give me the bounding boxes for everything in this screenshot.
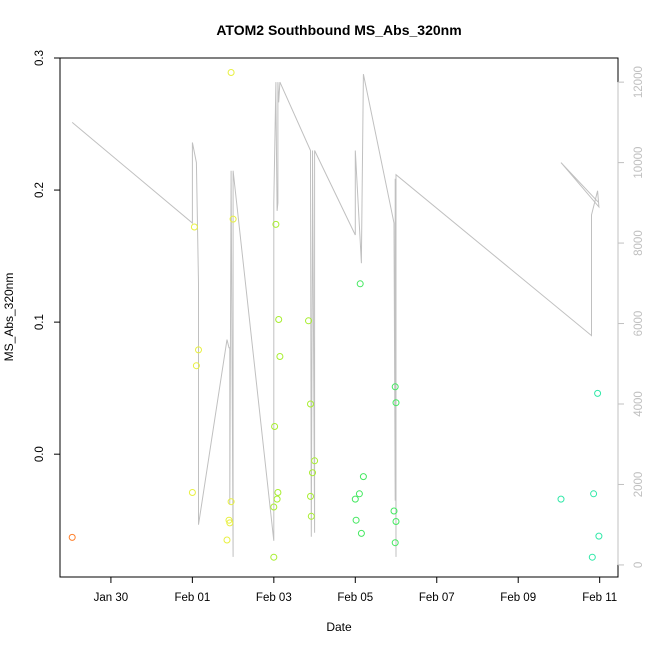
x-tick-label: Feb 05 <box>337 592 373 604</box>
x-tick-label: Feb 11 <box>582 592 617 604</box>
x-axis: Jan 30 Feb 01 Feb 03 Feb 05 Feb 07 Feb 09 Feb … <box>94 577 617 604</box>
data-point <box>390 507 398 515</box>
y-axis: 0.0 0.1 0.2 0.3 <box>34 50 60 462</box>
data-point <box>192 362 200 370</box>
data-point <box>590 490 598 498</box>
data-point <box>273 495 281 503</box>
y-axis-label: MS_Abs_320nm <box>2 273 16 362</box>
y2-tick-label: 10000 <box>633 147 645 179</box>
chart-title: ATOM2 Southbound MS_Abs_320nm <box>216 22 461 38</box>
data-point <box>271 423 279 430</box>
data-point <box>595 532 603 540</box>
x-tick-label: Feb 07 <box>419 592 455 604</box>
y2-tick-label: 0 <box>633 562 645 568</box>
secondary-line <box>71 73 600 557</box>
data-point <box>223 536 231 544</box>
data-point <box>352 516 360 524</box>
data-point <box>274 489 282 496</box>
data-points <box>68 69 603 561</box>
plot-border <box>59 57 619 578</box>
data-point <box>227 498 235 506</box>
data-point <box>391 383 399 391</box>
data-point <box>270 503 278 511</box>
data-point <box>275 316 283 323</box>
plot-frame <box>59 57 619 578</box>
data-point <box>270 553 278 561</box>
data-point <box>272 220 280 228</box>
data-point <box>357 529 365 537</box>
data-point <box>594 389 602 397</box>
y-tick-label: 0.2 <box>34 182 46 198</box>
data-point <box>307 400 314 408</box>
data-point <box>188 489 196 496</box>
y2-axis: 0 2000 4000 6000 8000 10000 12000 <box>617 66 645 568</box>
y-tick-label: 0.1 <box>34 314 46 330</box>
data-point <box>355 490 363 498</box>
y2-tick-label: 12000 <box>633 66 645 98</box>
x-tick-label: Feb 09 <box>500 592 536 604</box>
data-point <box>276 353 284 360</box>
x-tick-label: Jan 30 <box>94 592 129 604</box>
data-point <box>392 399 400 407</box>
y2-tick-label: 2000 <box>633 472 645 498</box>
data-point <box>391 539 399 547</box>
data-point <box>190 223 198 231</box>
secondary-series <box>71 73 600 557</box>
data-point <box>359 473 367 481</box>
y2-tick-label: 8000 <box>633 230 645 256</box>
data-point <box>557 495 565 503</box>
data-point <box>305 317 312 325</box>
y2-tick-label: 4000 <box>633 391 645 417</box>
data-point <box>356 280 364 288</box>
data-point <box>392 518 400 525</box>
data-point <box>588 553 596 561</box>
data-point <box>229 215 237 223</box>
x-tick-label: Feb 01 <box>174 592 210 604</box>
y2-tick-label: 6000 <box>633 311 645 337</box>
data-point <box>68 533 76 541</box>
data-point <box>351 495 359 503</box>
data-point <box>226 519 234 527</box>
y-tick-label: 0.0 <box>34 446 46 462</box>
data-point <box>311 457 319 465</box>
data-point <box>307 492 314 500</box>
data-point <box>309 469 316 477</box>
data-point <box>195 346 202 354</box>
y-tick-label: 0.3 <box>34 50 46 66</box>
data-point <box>307 512 315 520</box>
x-tick-label: Feb 03 <box>256 592 292 604</box>
x-axis-label: Date <box>326 620 352 634</box>
data-point <box>227 69 235 76</box>
